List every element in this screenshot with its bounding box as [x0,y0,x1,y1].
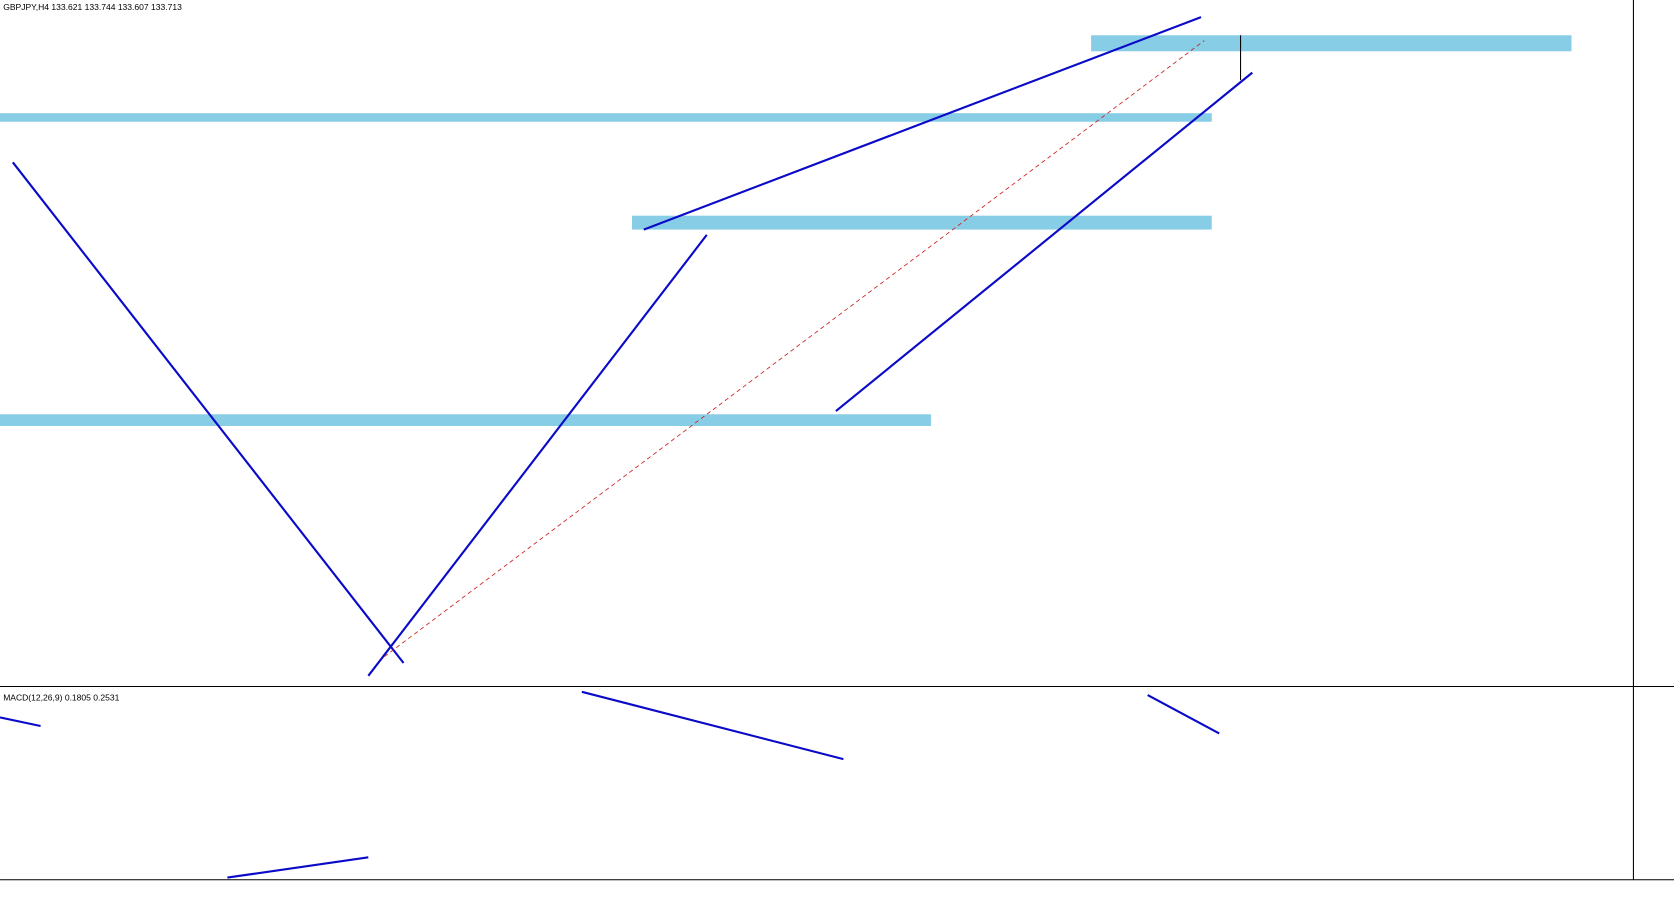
axes: GBPJPY,H4 133.621 133.744 133.607 133.71… [0,0,1674,881]
divergence-line [0,716,41,728]
trendlines [0,16,1253,879]
divergence-line [1147,694,1220,735]
trendline [11,161,405,664]
divergence-line [227,856,369,879]
trendline [835,71,1253,412]
zone [632,215,1212,230]
zone [0,113,1212,122]
zone [0,414,931,427]
support-resistance-zones [0,35,1572,427]
trendline [643,16,1202,231]
divergence-line [581,690,844,761]
zone [1091,35,1572,52]
chart-title: GBPJPY,H4 133.621 133.744 133.607 133.71… [3,2,182,12]
macd-title: MACD(12,26,9) 0.1805 0.2531 [3,693,119,703]
trendline [367,234,708,677]
fib-trendline [384,40,1205,657]
